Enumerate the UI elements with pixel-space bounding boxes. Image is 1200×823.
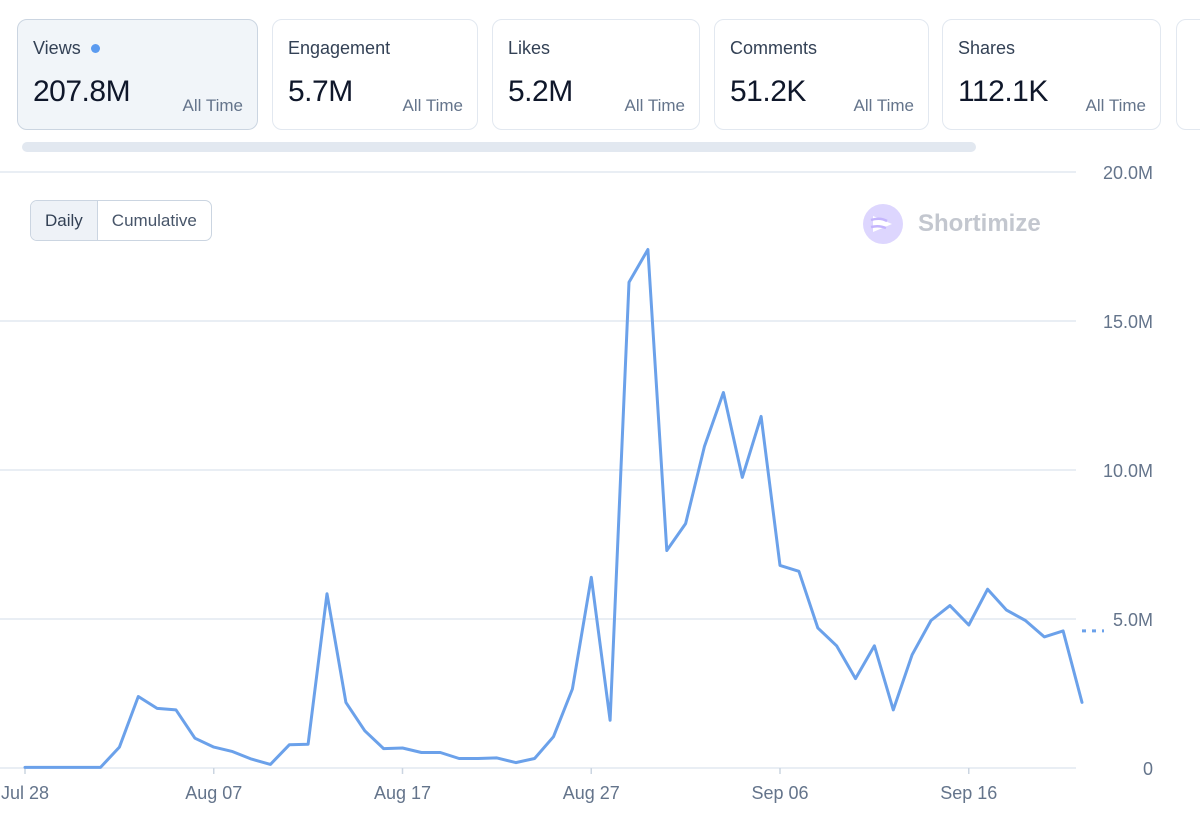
x-tick-label: Aug 27	[563, 783, 620, 803]
shortimize-logo-icon	[863, 204, 903, 244]
card-label: Likes	[508, 38, 551, 58]
card-label: Views	[33, 38, 100, 59]
card-value: 5.7M	[288, 75, 353, 108]
card-partial-offscreen[interactable]	[1176, 19, 1200, 130]
brand-name: Shortimize	[918, 210, 1041, 237]
card-period: All Time	[402, 96, 463, 115]
card-shares[interactable]: Shares 112.1K All Time	[942, 19, 1161, 130]
y-tick-label: 5.0M	[1113, 610, 1153, 630]
card-period: All Time	[624, 96, 685, 115]
views-line-chart: 0 5.0M 10.0M 15.0M 20.0M Jul 28 Aug 07 Aug 17 Au…	[0, 163, 1153, 803]
x-tick-label: Sep 16	[940, 783, 997, 803]
metric-cards: Views 207.8M All Time Engagement 5.7M Al…	[0, 0, 1200, 160]
card-likes[interactable]: Likes 5.2M All Time	[492, 19, 700, 130]
card-value: 51.2K	[730, 75, 806, 108]
card-comments[interactable]: Comments 51.2K All Time	[714, 19, 929, 130]
cards-horizontal-scrollbar[interactable]	[22, 142, 976, 152]
card-period: All Time	[1085, 96, 1146, 115]
y-tick-label: 10.0M	[1103, 461, 1153, 481]
card-label: Comments	[730, 38, 818, 58]
x-tick-label: Aug 17	[374, 783, 431, 803]
brand-watermark: Shortimize	[862, 203, 1041, 245]
card-value: 207.8M	[33, 75, 131, 108]
cumulative-toggle-button[interactable]: Cumulative	[111, 210, 197, 230]
active-indicator-dot	[90, 44, 100, 53]
card-value: 112.1K	[958, 75, 1048, 108]
card-value: 5.2M	[508, 75, 573, 108]
card-period: All Time	[853, 96, 914, 115]
card-period: All Time	[182, 96, 243, 115]
y-tick-label: 0	[1143, 759, 1153, 779]
card-engagement[interactable]: Engagement 5.7M All Time	[272, 19, 478, 130]
card-views[interactable]: Views 207.8M All Time	[17, 19, 258, 130]
x-tick-label: Jul 28	[1, 783, 49, 803]
card-label-text: Views	[33, 38, 81, 58]
daily-toggle-button[interactable]: Daily	[31, 201, 98, 240]
card-label: Engagement	[288, 38, 391, 58]
x-tick-label: Aug 07	[185, 783, 242, 803]
card-label: Shares	[958, 38, 1016, 58]
y-tick-label: 15.0M	[1103, 312, 1153, 332]
x-tick-label: Sep 06	[751, 783, 808, 803]
y-tick-label: 20.0M	[1103, 163, 1153, 183]
views-series-line	[23, 248, 1084, 769]
chart-mode-toggle: Daily Cumulative	[30, 200, 212, 241]
